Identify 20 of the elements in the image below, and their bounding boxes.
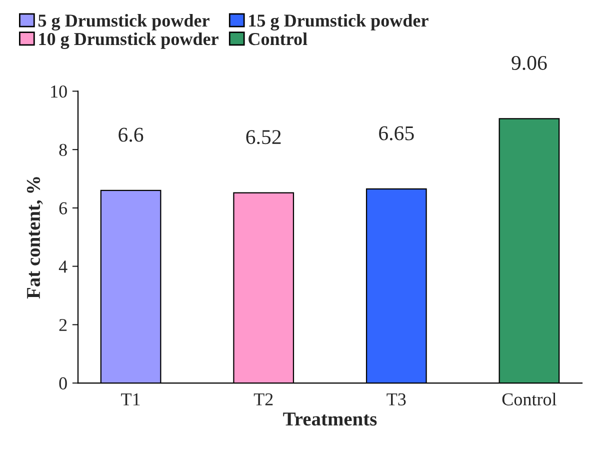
y-tick-label: 2	[59, 318, 67, 331]
y-tick-label: 8	[59, 144, 67, 156]
y-tick-label: 0	[59, 377, 67, 390]
data-label: 6.6	[118, 128, 144, 142]
legend-label: 5 g Drumstick powder	[38, 14, 210, 31]
data-label: 9.06	[512, 56, 547, 70]
x-tick-label: T3	[386, 393, 406, 406]
x-tick-label: Control	[502, 392, 556, 406]
y-tick-label: 6	[59, 202, 68, 214]
legend-label: Control	[248, 32, 308, 46]
y-tick-label: 10	[51, 85, 67, 98]
y-axis-title: Fat content, %	[26, 177, 43, 299]
data-label: 6.52	[246, 130, 281, 144]
x-axis-title: Treatments	[283, 412, 377, 426]
x-tick-label: T1	[121, 393, 140, 406]
legend-label: 10 g Drumstick powder	[39, 32, 218, 49]
x-tick-label: T2	[254, 393, 273, 406]
legend-label: 15 g Drumstick powder	[249, 14, 428, 31]
data-label: 6.65	[379, 126, 414, 140]
y-tick-label: 4	[58, 260, 68, 273]
